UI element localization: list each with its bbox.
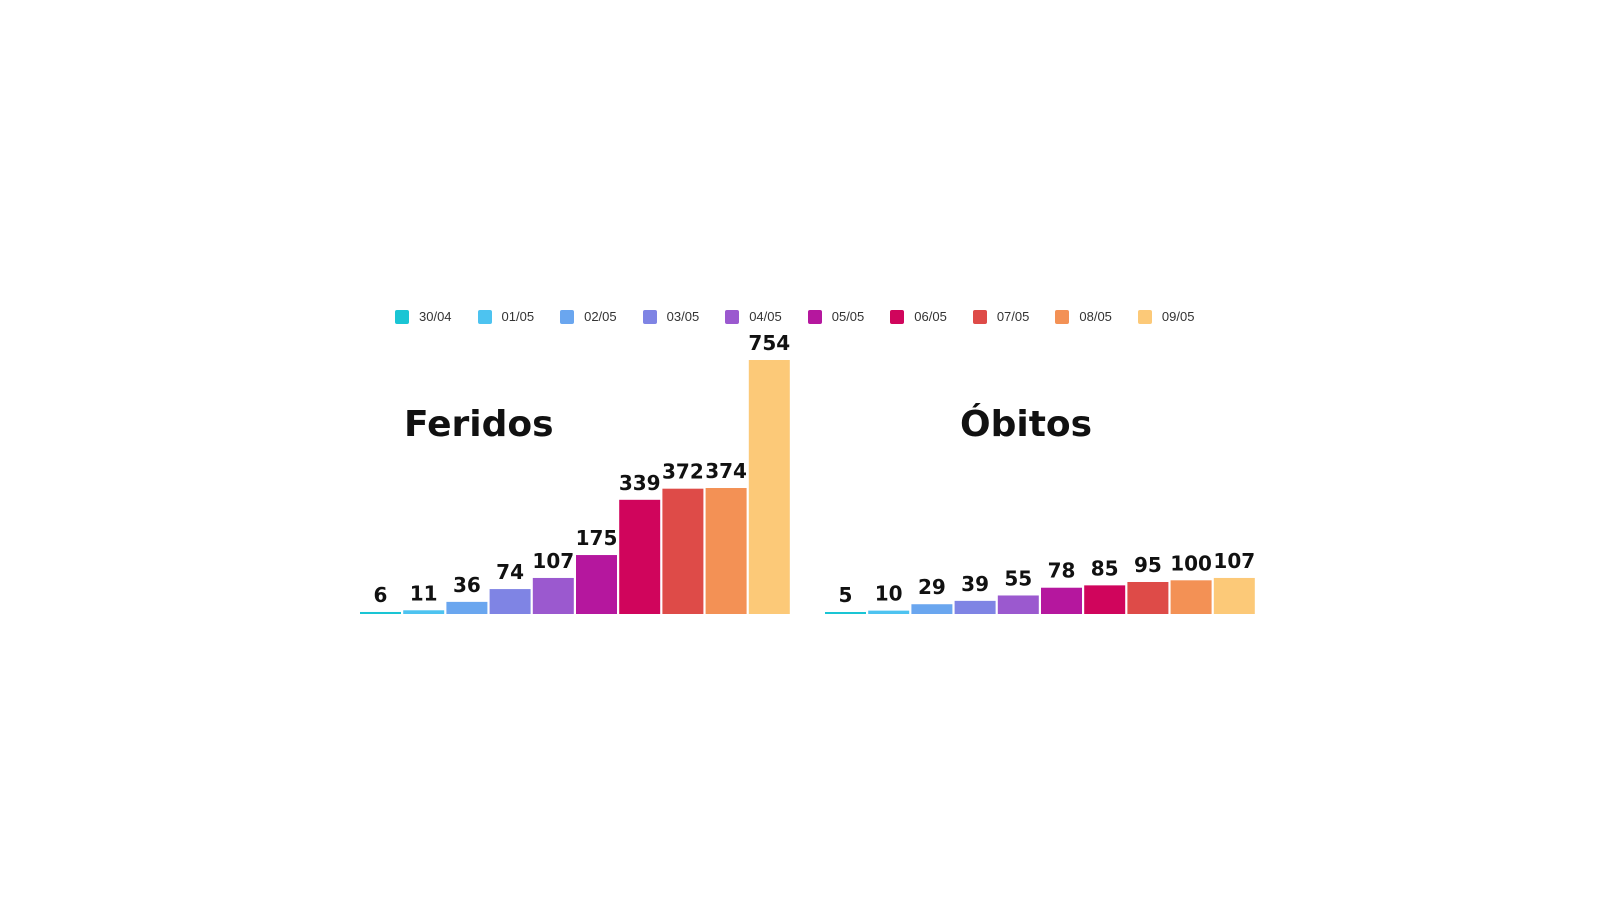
chart-legend: 30/04 01/05 02/05 03/05 04/05 05/05 06/0… <box>395 309 1220 324</box>
legend-item-4: 04/05 <box>725 309 782 324</box>
bar-09-05 <box>748 360 790 614</box>
bar-01-05 <box>868 610 910 614</box>
data-label: 11 <box>410 581 438 605</box>
data-label: 339 <box>619 471 661 495</box>
legend-item-7: 07/05 <box>972 309 1030 324</box>
legend-swatch <box>395 309 409 324</box>
data-label: 74 <box>496 560 524 584</box>
bar-01-05 <box>403 610 445 614</box>
bar-08-05 <box>1170 580 1212 614</box>
legend-label: 09/05 <box>1161 309 1195 324</box>
bar-05-05 <box>1041 587 1082 614</box>
legend-swatch <box>725 309 740 324</box>
legend-swatch <box>972 309 987 324</box>
bar-07-05 <box>662 488 704 614</box>
legend-item-8: 08/05 <box>1055 309 1112 324</box>
data-label: 100 <box>1170 551 1212 575</box>
data-label: 107 <box>1213 549 1255 573</box>
legend-swatch <box>642 309 657 324</box>
data-label: 39 <box>961 572 989 596</box>
bar-group-obitos: 5 10 29 39 55 78 85 95 100 107 <box>825 549 1255 614</box>
data-label: 6 <box>374 583 388 607</box>
data-label: 10 <box>875 582 903 606</box>
legend-swatch <box>890 309 905 324</box>
bar-02-05 <box>911 604 953 614</box>
legend-swatch <box>1055 309 1070 324</box>
legend-label: 02/05 <box>584 309 617 324</box>
data-label: 55 <box>1004 566 1032 590</box>
legend-label: 06/05 <box>914 309 947 324</box>
bar-08-05 <box>705 488 747 614</box>
legend-item-2: 02/05 <box>560 309 617 324</box>
legend-swatch <box>807 309 822 324</box>
data-label: 85 <box>1091 556 1119 580</box>
legend-item-0: 30/04 <box>395 309 452 324</box>
bar-02-05 <box>446 601 488 614</box>
data-label: 78 <box>1048 559 1076 583</box>
obitos-title: Óbitos <box>960 404 1093 445</box>
data-label: 374 <box>705 459 747 483</box>
data-label: 175 <box>576 526 618 550</box>
legend-item-3: 03/05 <box>642 309 700 324</box>
data-label: 5 <box>839 583 853 607</box>
legend-swatch <box>477 309 492 324</box>
bar-04-05 <box>532 577 574 614</box>
data-label: 372 <box>662 460 704 484</box>
bar-03-05 <box>954 600 996 614</box>
data-label: 29 <box>918 575 946 599</box>
bar-04-05 <box>997 595 1039 614</box>
bar-03-05 <box>489 589 531 614</box>
bar-06-05 <box>619 499 661 614</box>
bar-06-05 <box>1084 585 1126 614</box>
legend-item-9: 09/05 <box>1137 309 1195 324</box>
legend-item-1: 01/05 <box>477 309 535 324</box>
bar-07-05 <box>1127 581 1169 614</box>
legend-swatch <box>560 309 575 324</box>
data-label: 36 <box>453 573 481 597</box>
legend-label: 04/05 <box>749 309 782 324</box>
data-label: 754 <box>748 331 790 355</box>
legend-swatch <box>1137 309 1152 324</box>
bar-09-05 <box>1213 577 1255 614</box>
bar-30-04 <box>825 612 866 614</box>
bar-05-05 <box>576 555 617 614</box>
legend-label: 03/05 <box>666 309 700 324</box>
legend-label: 01/05 <box>501 309 535 324</box>
legend-label: 08/05 <box>1079 309 1112 324</box>
legend-label: 30/04 <box>419 309 452 324</box>
legend-label: 07/05 <box>996 309 1030 324</box>
feridos-title: Feridos <box>404 404 554 445</box>
legend-item-6: 06/05 <box>890 309 947 324</box>
data-label: 95 <box>1134 553 1162 577</box>
legend-label: 05/05 <box>831 309 865 324</box>
legend-item-5: 05/05 <box>807 309 865 324</box>
bar-30-04 <box>360 611 401 614</box>
data-label: 107 <box>532 549 574 573</box>
